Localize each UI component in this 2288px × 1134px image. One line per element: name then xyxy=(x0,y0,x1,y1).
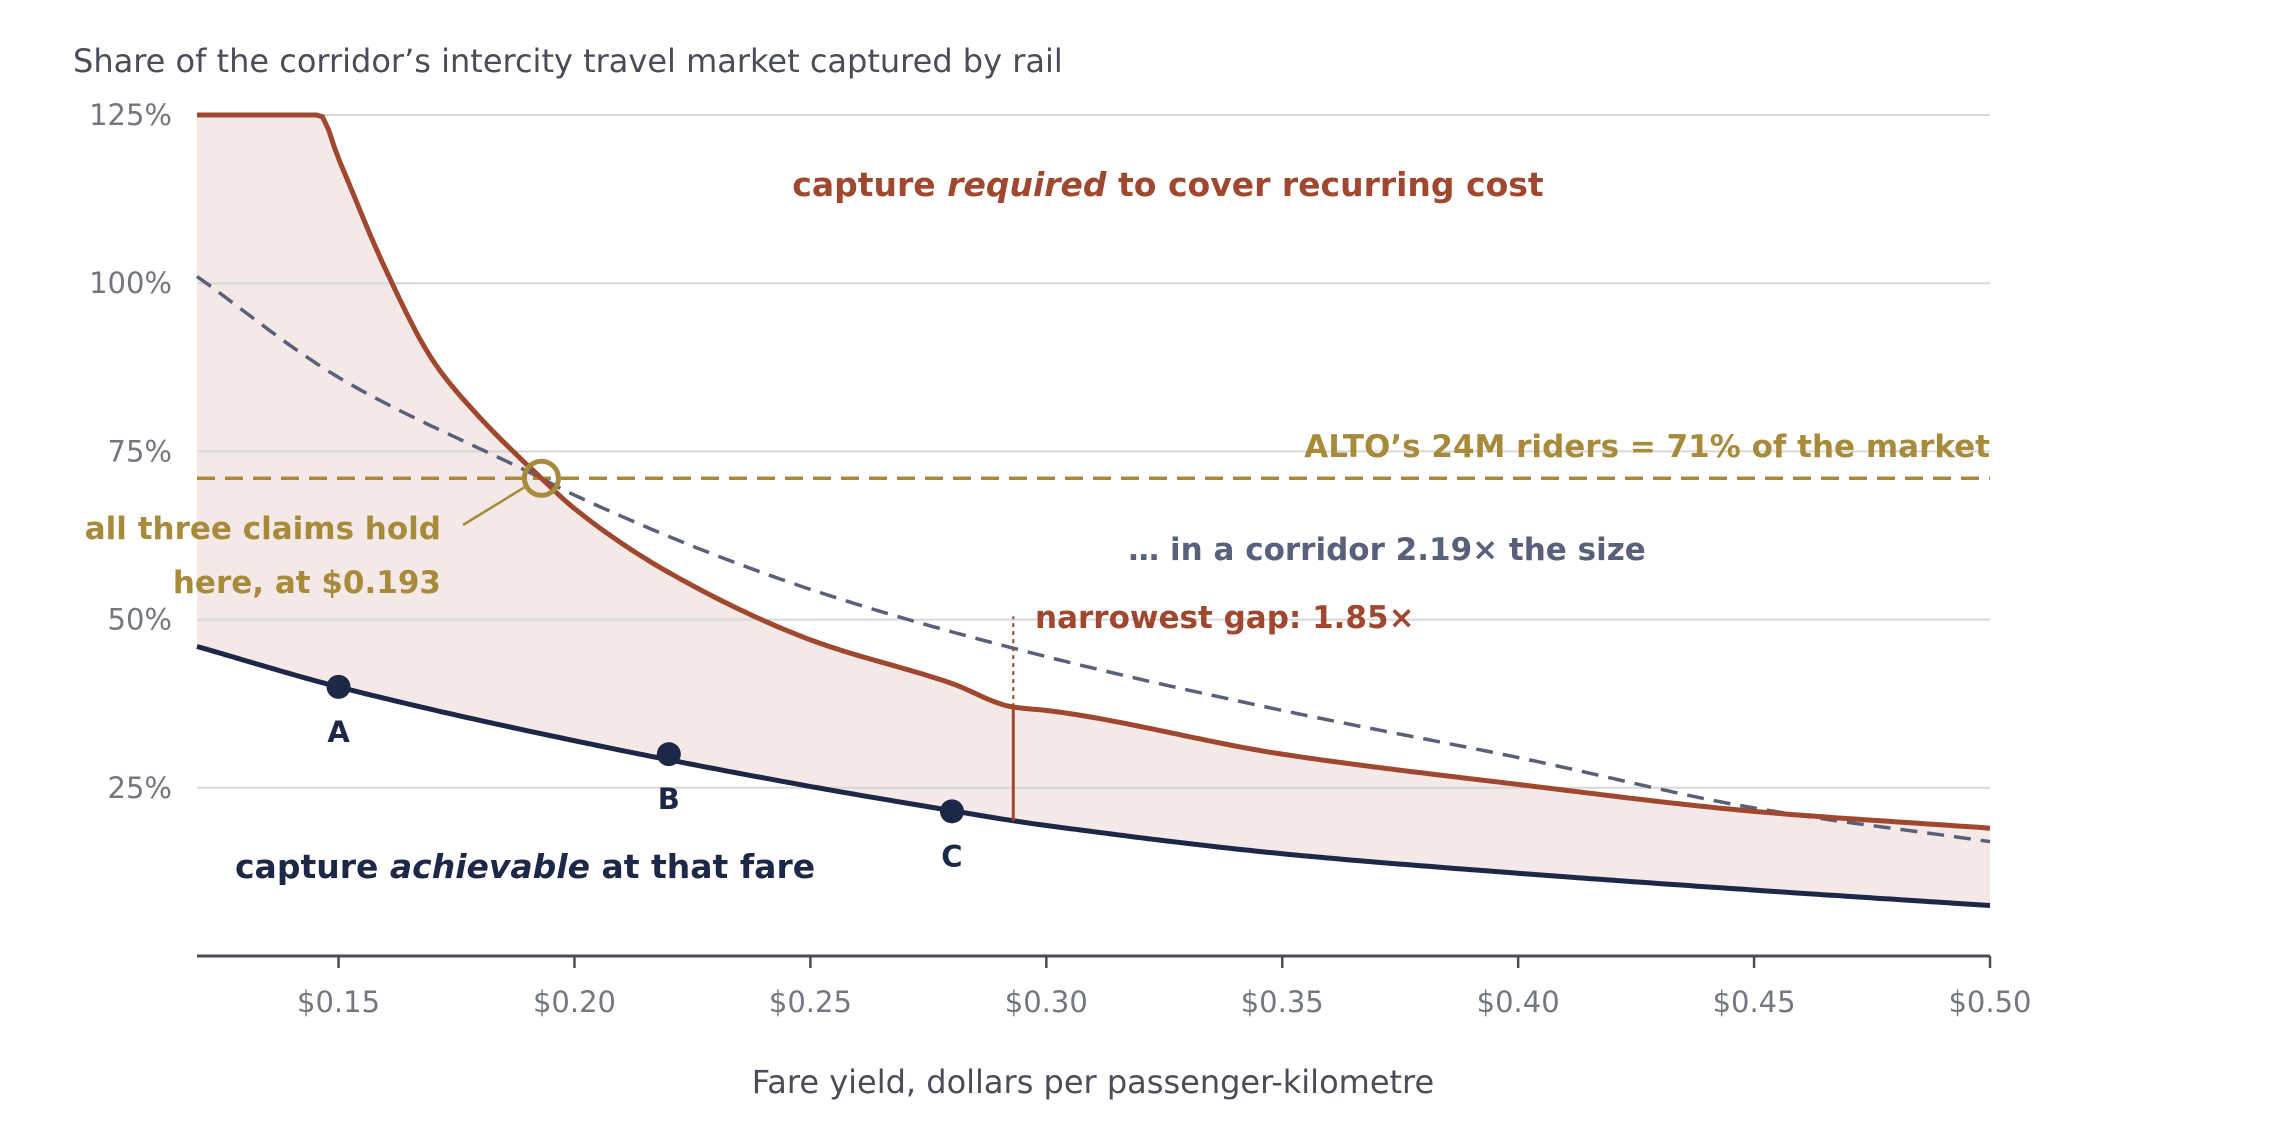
x-tick-label: $0.25 xyxy=(769,985,852,1019)
point-label-A: A xyxy=(327,715,350,749)
corridor-curve-line xyxy=(195,275,1991,844)
y-tick-label: 100% xyxy=(89,266,172,300)
series-lines xyxy=(195,112,1991,908)
intersection-label-line1: all three claims hold xyxy=(85,511,441,547)
required-achievable-gap-fill xyxy=(197,115,1990,906)
x-tick-label: $0.15 xyxy=(297,985,380,1019)
required-curve-label: capture required to cover recurring cost xyxy=(792,165,1544,204)
intersection-label-line2: here, at $0.193 xyxy=(173,565,441,601)
intersection-leader-line xyxy=(462,486,526,527)
point-label-C: C xyxy=(941,839,962,873)
x-tick-labels: $0.15 $0.20 $0.25 $0.30 $0.35 $0.40 $0.45 $0.50 xyxy=(297,985,2031,1019)
reference-line-label: ALTO’s 24M riders = 71% of the market xyxy=(1304,429,1990,465)
required-curve-line xyxy=(197,112,1991,831)
gap-fill-area xyxy=(197,115,1990,906)
achievable-label-emphasis: achievable xyxy=(390,847,590,886)
intersection-marker xyxy=(521,458,561,498)
y-tick-labels: 25% 50% 75% 100% 125% xyxy=(89,98,172,805)
point-C xyxy=(939,799,964,824)
point-label-B: B xyxy=(658,782,680,816)
y-tick-label: 125% xyxy=(89,98,172,132)
chart-title: Share of the corridor’s intercity travel… xyxy=(73,42,1063,80)
gridlines xyxy=(197,114,1990,789)
required-label-emphasis: required xyxy=(947,165,1107,204)
x-tick-label: $0.35 xyxy=(1241,985,1324,1019)
x-axis xyxy=(197,954,1992,968)
required-label-prefix: capture xyxy=(792,165,947,204)
x-tick-label: $0.20 xyxy=(533,985,616,1019)
point-B xyxy=(656,742,681,767)
achievable-label-prefix: capture xyxy=(235,847,390,886)
gap-marker-group xyxy=(462,458,1015,821)
x-tick-label: $0.50 xyxy=(1948,985,2031,1019)
x-tick-label: $0.45 xyxy=(1713,985,1796,1019)
achievable-curve-label: capture achievable at that fare xyxy=(235,847,815,886)
corridor-curve-label: … in a corridor 2.19× the size xyxy=(1128,532,1646,568)
x-tick-label: $0.30 xyxy=(1005,985,1088,1019)
point-markers: A B C xyxy=(326,674,964,873)
y-tick-label: 75% xyxy=(108,434,172,468)
x-axis-title: Fare yield, dollars per passenger-kilome… xyxy=(752,1063,1434,1101)
y-tick-label: 25% xyxy=(108,771,172,805)
x-tick-label: $0.40 xyxy=(1477,985,1560,1019)
y-tick-label: 50% xyxy=(108,603,172,637)
required-label-suffix: to cover recurring cost xyxy=(1107,165,1544,204)
achievable-curve-line xyxy=(196,644,1991,908)
achievable-label-suffix: at that fare xyxy=(590,847,815,886)
point-A xyxy=(326,674,351,699)
gap-label: narrowest gap: 1.85× xyxy=(1035,600,1415,636)
